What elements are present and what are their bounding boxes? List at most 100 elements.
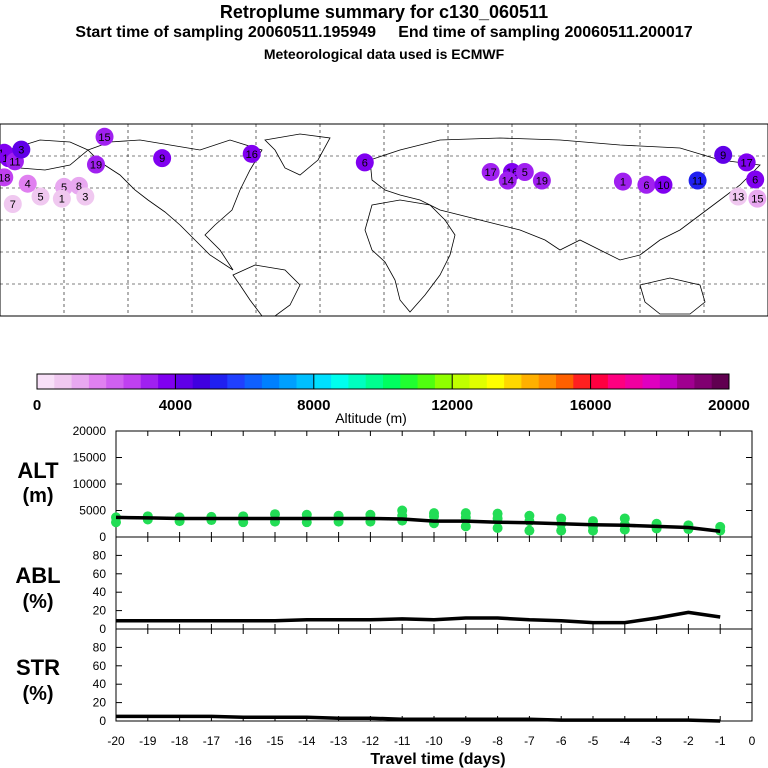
- x-tick-label: 0: [749, 734, 756, 748]
- cluster-label: 13: [732, 192, 744, 204]
- x-tick-label: -20: [107, 734, 125, 748]
- timeseries-panels: 0 5000 10000 15000 20000 ALT(m) 0 20 40 60 80 ABL (%…: [15, 424, 753, 728]
- x-tick-label: -6: [556, 734, 567, 748]
- cluster-label: 1: [59, 194, 65, 206]
- colorbar-tick-label: 0: [33, 397, 41, 414]
- cluster-marker: [515, 163, 534, 181]
- colorbar-tick-label: 4000: [159, 397, 192, 414]
- cluster-label: 5: [522, 167, 528, 179]
- colorbar-cell: [365, 374, 384, 389]
- y-tick-label: 15000: [73, 451, 107, 465]
- colorbar-tick-label: 12000: [431, 397, 473, 414]
- sampling-times: Start time of sampling 20060511.195949 E…: [75, 24, 693, 41]
- y-tick-label: 20: [93, 604, 107, 618]
- x-tick-label: -11: [394, 734, 411, 748]
- cluster-marker: [0, 168, 14, 187]
- cluster-label: 8: [76, 181, 82, 193]
- colorbar-cell: [556, 374, 574, 389]
- map-gridlines: [0, 124, 768, 316]
- colorbar-cell: [711, 374, 730, 389]
- data-point: [588, 525, 598, 536]
- panel-title: STR: [16, 655, 60, 680]
- series-line: [116, 610, 721, 625]
- colorbar-tick-labels: 0 4000 8000 12000 16000 20000: [33, 397, 750, 414]
- cluster-label: 5: [37, 192, 43, 204]
- colorbar-tick-label: 20000: [708, 397, 750, 414]
- cluster-marker: [76, 187, 95, 206]
- colorbar-cell: [348, 374, 367, 389]
- coast-africa: [364, 199, 456, 313]
- cluster-marker: [18, 174, 37, 193]
- colorbar-cell: [279, 374, 297, 389]
- cluster-marker: [87, 155, 105, 174]
- cluster-marker: [242, 144, 261, 163]
- colorbar-cell: [296, 374, 315, 389]
- y-tick-label: 0: [99, 622, 106, 636]
- met-data-note: Meteorological data used is ECMWF: [263, 46, 505, 62]
- cluster-label: 6: [643, 180, 649, 192]
- colorbar-cell: [538, 374, 557, 389]
- cluster-label: 10: [657, 180, 669, 192]
- x-tick-label: -8: [492, 734, 503, 748]
- panel-frame: [115, 536, 753, 630]
- colorbar-cell: [88, 374, 107, 389]
- x-tick-label: -10: [425, 734, 443, 748]
- colorbar-cell: [400, 374, 419, 389]
- colorbar-cell: [158, 374, 176, 389]
- cluster-marker: [737, 153, 756, 172]
- cluster-label: 5: [61, 182, 67, 194]
- coast-north-america: [87, 139, 263, 271]
- y-tick-label: 5000: [79, 504, 106, 518]
- panel-str: 0 20 40 60 80 STR (%): [16, 628, 753, 728]
- cluster-marker: [153, 149, 172, 168]
- cluster-label: 15: [98, 132, 110, 144]
- trajectory-clusters: 1312113191518458751391661716514191610119…: [0, 127, 767, 213]
- cluster-marker: [714, 145, 733, 164]
- chart-title: Retroplume summary for c130_060511: [219, 2, 549, 22]
- colorbar-cell: [573, 374, 592, 389]
- cluster-marker: [95, 127, 114, 146]
- colorbar-cell: [192, 374, 211, 389]
- data-point: [429, 511, 439, 522]
- colorbar-cell: [452, 374, 470, 389]
- coast-europe-asia: [369, 137, 761, 261]
- colorbar-cell: [642, 374, 661, 389]
- x-tick-label: -17: [203, 734, 221, 748]
- colorbar-cell: [625, 374, 643, 389]
- cluster-marker: [637, 175, 656, 194]
- data-point: [524, 525, 535, 536]
- colorbar-cell: [659, 374, 678, 389]
- colorbar-cell: [383, 374, 401, 389]
- colorbar-tick-label: 8000: [297, 397, 330, 414]
- x-tick-label: -13: [330, 734, 348, 748]
- colorbar-cell: [331, 374, 349, 389]
- altitude-colorbar: 0 4000 8000 12000 16000 20000 Altitude (m): [33, 373, 750, 426]
- cluster-marker: [746, 170, 765, 189]
- cluster-label: 19: [536, 176, 548, 188]
- travel-time-axis: -20 -19 -18 -17 -16 -15 -14 -13 -12 -11 -10 -9 -8 -7-…: [107, 734, 755, 748]
- colorbar-dividers: [174, 374, 592, 389]
- cluster-label: 4: [25, 179, 31, 191]
- cluster-label: 11: [9, 156, 20, 168]
- panel-abl: 0 20 40 60 80 ABL (%): [15, 536, 753, 636]
- y-tick-label: 20: [93, 696, 107, 710]
- cluster-label: 16: [246, 149, 258, 161]
- colorbar-cell: [694, 374, 713, 389]
- coast-alaska: [7, 139, 89, 171]
- cluster-marker: [52, 189, 71, 208]
- colorbar-cell: [486, 374, 505, 389]
- cluster-label: 1: [620, 177, 626, 189]
- colorbar-axis-label: Altitude (m): [335, 410, 407, 426]
- cluster-label: 3: [82, 192, 88, 204]
- y-tick-label: 60: [93, 659, 107, 673]
- cluster-marker: [613, 172, 632, 191]
- x-tick-label: -2: [683, 734, 694, 748]
- cluster-label: 3: [18, 145, 24, 157]
- cluster-marker: [12, 140, 31, 159]
- cluster-label: 6: [752, 174, 758, 186]
- colorbar-frame: [36, 373, 730, 390]
- colorbar-cell: [434, 374, 453, 389]
- cluster-marker: [688, 171, 707, 190]
- cluster-label: 18: [0, 172, 10, 184]
- y-tick-label: 0: [99, 714, 106, 728]
